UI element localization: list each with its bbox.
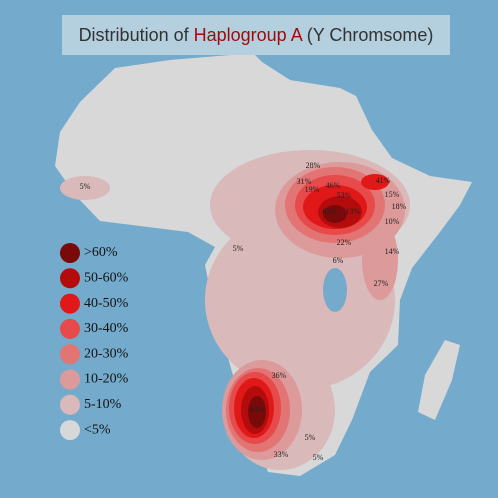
zone-over-60: [248, 396, 266, 428]
zone-5-10: [60, 176, 110, 200]
map-label: 18%: [392, 202, 407, 211]
map-label: 31%: [297, 177, 312, 186]
legend-swatch: [60, 420, 80, 441]
map-label: 5%: [313, 453, 324, 462]
map-label: 41%: [376, 176, 391, 185]
legend-swatch: [60, 243, 80, 263]
map-label: 33%: [274, 450, 289, 459]
map-label: 53%: [337, 191, 352, 200]
title-box: [62, 15, 450, 55]
map-label: 6%: [333, 256, 344, 265]
map-label: 5%: [305, 433, 316, 442]
legend-swatch: [60, 268, 80, 289]
legend-label: 50-60%: [84, 271, 129, 286]
madagascar: [418, 340, 460, 420]
title-suffix: (Y Chromsome): [302, 25, 434, 45]
map-label: 5%: [80, 182, 91, 191]
map-label: 36%: [272, 371, 287, 380]
map-label: 62%: [323, 207, 338, 216]
zone-10-20: [362, 220, 398, 300]
map-label: 19%: [305, 185, 320, 194]
legend-label: <5%: [84, 422, 111, 437]
title-highlight: Haplogroup A: [194, 25, 303, 45]
map-label: 64%: [250, 405, 265, 414]
legend-swatch: [60, 293, 80, 314]
legend-label: >60%: [84, 245, 118, 260]
legend-swatch: [60, 369, 80, 390]
map-labels: 28% 31%19% 46%53% 41% 15% 18% 62% 13% 10% 22% 14% 6…: [80, 161, 407, 462]
map-label: 46%: [326, 181, 341, 190]
legend-label: 5-10%: [84, 397, 122, 412]
map-label: 28%: [306, 161, 321, 170]
map-label: 5%: [233, 244, 244, 253]
legend-swatch: [60, 318, 80, 339]
map-label: 14%: [385, 247, 400, 256]
lake: [323, 268, 347, 312]
legend-label: 10-20%: [84, 372, 129, 387]
legend-swatch: [60, 394, 80, 415]
title: Distribution of Haplogroup A (Y Chromsom…: [79, 25, 434, 45]
map-label: 13%: [346, 207, 361, 216]
legend: >60% 50-60% 40-50% 30-40% 20-30% 10-20% 5-10% <…: [60, 243, 129, 441]
legend-label: 20-30%: [84, 346, 129, 361]
map-label: 22%: [337, 238, 352, 247]
zone-over-60: [323, 205, 347, 223]
title-prefix: Distribution of: [79, 25, 194, 45]
zone-40-50: [361, 174, 389, 190]
legend-label: 40-50%: [84, 296, 129, 311]
map-label: 27%: [374, 279, 389, 288]
legend-swatch: [60, 344, 80, 365]
pink-zones: [60, 150, 410, 470]
map-label: 15%: [385, 190, 400, 199]
legend-label: 30-40%: [84, 321, 129, 336]
map-label: 10%: [385, 217, 400, 226]
